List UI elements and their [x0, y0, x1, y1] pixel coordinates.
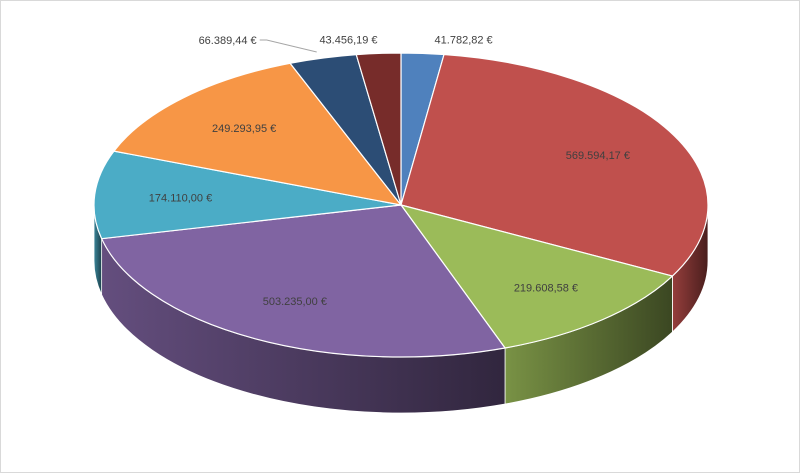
- slice-label-3: 219.608,58 €: [514, 283, 578, 295]
- pie-slice-3: [400, 204, 674, 349]
- slice-label-8: 43.456,19 €: [319, 34, 377, 46]
- slice-label-5: 174.110,00 €: [149, 192, 212, 204]
- pie-slice-6: [113, 62, 402, 206]
- slice-label-7: 66.389,44 €: [199, 35, 257, 47]
- slice-label-6: 249.293,95 €: [212, 123, 276, 135]
- pie-labels: 41.782,82 € 569.594,17 € 219.608,58 € 503.2…: [149, 34, 630, 308]
- pie-slice-4: [101, 204, 506, 358]
- pie-slice-2: [400, 53, 709, 277]
- leader-line-7: [259, 39, 317, 53]
- pie-slice-5: [93, 150, 402, 240]
- pie-slice-8: [355, 52, 402, 206]
- pie-slices: [93, 52, 709, 358]
- slice-label-2: 569.594,17 €: [566, 150, 630, 162]
- slice-label-4: 503.235,00 €: [263, 296, 327, 308]
- slice-label-1: 41.782,82 €: [435, 34, 493, 46]
